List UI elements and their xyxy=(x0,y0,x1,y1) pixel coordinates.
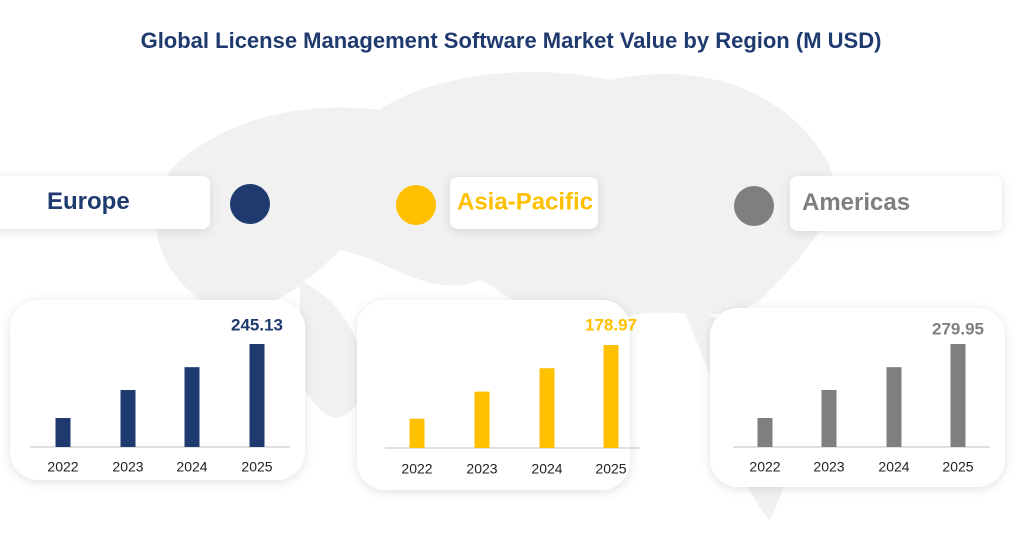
bar xyxy=(184,367,200,447)
x-tick-label: 2024 xyxy=(878,459,909,475)
x-tick-label: 2023 xyxy=(112,459,143,475)
bar xyxy=(539,368,555,448)
bar xyxy=(950,344,966,447)
value-label: 178.97 xyxy=(585,315,637,334)
value-label: 245.13 xyxy=(231,315,283,334)
x-tick-label: 2025 xyxy=(595,461,626,477)
bar xyxy=(249,344,265,447)
label-box xyxy=(0,176,210,229)
region-dot xyxy=(396,185,436,225)
bar xyxy=(603,345,619,448)
label-box xyxy=(790,176,1002,231)
region-label: Europe xyxy=(47,188,130,215)
region-chart: Americas 2022 2023 2024 2025 279.95 xyxy=(710,176,1005,487)
bar xyxy=(474,391,490,448)
x-tick-label: 2023 xyxy=(813,459,844,475)
bar xyxy=(757,418,773,447)
page-title: Global License Management Software Marke… xyxy=(141,28,882,53)
x-tick-label: 2022 xyxy=(401,461,432,477)
bar xyxy=(120,390,136,447)
chart-card xyxy=(710,308,1005,487)
region-label: Americas xyxy=(802,189,910,216)
region-dot xyxy=(230,184,270,224)
label-box xyxy=(450,177,598,229)
region-label: Asia-Pacific xyxy=(457,188,593,215)
x-tick-label: 2024 xyxy=(531,461,562,477)
bar xyxy=(821,389,837,447)
x-tick-label: 2022 xyxy=(749,459,780,475)
x-tick-label: 2023 xyxy=(466,461,497,477)
bar xyxy=(886,367,902,447)
x-tick-label: 2025 xyxy=(241,459,272,475)
x-tick-label: 2022 xyxy=(47,459,78,475)
x-tick-label: 2024 xyxy=(176,459,207,475)
chart-card xyxy=(10,300,305,480)
value-label: 279.95 xyxy=(932,319,984,338)
region-dot xyxy=(734,186,774,226)
bar xyxy=(55,418,71,447)
region-chart: Europe 2022 2023 2024 2025 245.13 xyxy=(0,176,305,480)
region-chart: Asia-Pacific 2022 2023 2024 2025 178.97 xyxy=(357,177,640,490)
bar xyxy=(409,418,425,448)
x-tick-label: 2025 xyxy=(942,459,973,475)
chart-card xyxy=(357,300,630,490)
